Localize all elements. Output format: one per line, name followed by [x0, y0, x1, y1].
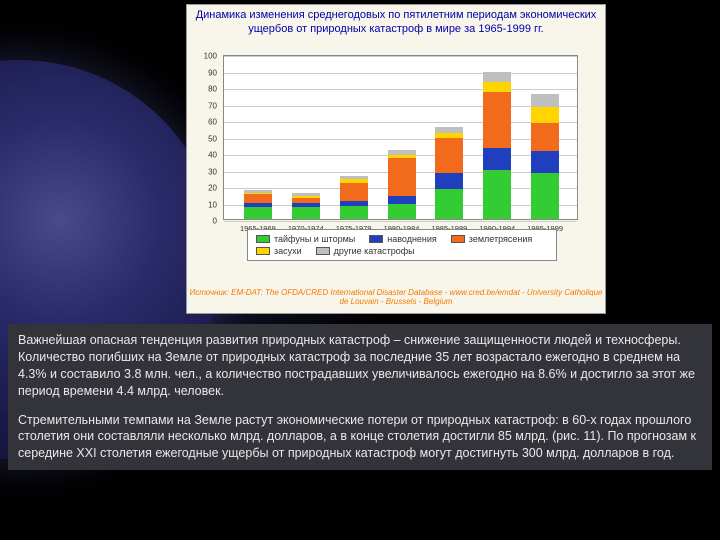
- grid-line: [224, 122, 577, 123]
- bar-segment: [483, 72, 511, 82]
- legend-swatch: [451, 235, 465, 243]
- y-tick-label: 50: [208, 134, 217, 143]
- bar-segment: [435, 127, 463, 134]
- grid-line: [224, 56, 577, 57]
- y-tick-label: 20: [208, 184, 217, 193]
- bar-segment: [340, 206, 368, 219]
- plot-area: 01020304050607080901001965-19691970-1974…: [223, 55, 578, 220]
- slide-root: Динамика изменения среднегодовых по пяти…: [0, 0, 720, 540]
- legend-label: другие катастрофы: [334, 246, 415, 256]
- paragraph-2: Стремительными темпами на Земле растут э…: [18, 412, 702, 463]
- y-tick-label: 10: [208, 200, 217, 209]
- bar-segment: [292, 198, 320, 203]
- bar-segment: [483, 82, 511, 92]
- bar-stack: [435, 127, 463, 219]
- grid-line: [224, 139, 577, 140]
- bar-segment: [531, 107, 559, 124]
- bar-segment: [292, 207, 320, 219]
- bar-segment: [531, 151, 559, 172]
- legend-label: засухи: [274, 246, 302, 256]
- chart-source: Источник: EM-DAT: The OFDA/CRED Internat…: [187, 288, 605, 307]
- legend-item: наводнения: [369, 234, 437, 244]
- bar-segment: [244, 207, 272, 219]
- bar-segment: [483, 92, 511, 148]
- bar-segment: [531, 123, 559, 151]
- legend-item: засухи: [256, 246, 302, 256]
- bar-segment: [435, 138, 463, 173]
- bar-stack: [292, 193, 320, 219]
- y-tick-label: 40: [208, 151, 217, 160]
- bar-segment: [340, 179, 368, 182]
- y-tick-label: 70: [208, 101, 217, 110]
- body-text-block: Важнейшая опасная тенденция развития при…: [8, 324, 712, 470]
- bar-segment: [483, 170, 511, 220]
- legend-swatch: [316, 247, 330, 255]
- legend: тайфуны и штормы наводнения землетрясения з…: [247, 229, 557, 261]
- bar-segment: [388, 204, 416, 219]
- y-tick-label: 100: [204, 52, 217, 61]
- bar-segment: [340, 176, 368, 179]
- legend-swatch: [256, 247, 270, 255]
- grid-line: [224, 89, 577, 90]
- bar-segment: [292, 203, 320, 208]
- bar-segment: [244, 193, 272, 195]
- legend-item: другие катастрофы: [316, 246, 415, 256]
- bar-stack: [340, 176, 368, 219]
- y-tick-label: 0: [213, 217, 217, 226]
- y-tick-label: 80: [208, 85, 217, 94]
- bar-segment: [244, 194, 272, 202]
- bar-segment: [388, 158, 416, 196]
- legend-item: тайфуны и штормы: [256, 234, 355, 244]
- grid-line: [224, 73, 577, 74]
- legend-swatch: [256, 235, 270, 243]
- bar-segment: [388, 155, 416, 158]
- grid-line: [224, 106, 577, 107]
- bar-segment: [292, 193, 320, 196]
- legend-label: тайфуны и штормы: [274, 234, 355, 244]
- bar-segment: [435, 189, 463, 219]
- bar-stack: [244, 190, 272, 219]
- bar-segment: [435, 133, 463, 138]
- chart-panel: Динамика изменения среднегодовых по пяти…: [186, 4, 606, 314]
- bar-segment: [388, 150, 416, 155]
- chart-title: Динамика изменения среднегодовых по пяти…: [187, 5, 605, 39]
- bar-segment: [340, 201, 368, 206]
- bar-segment: [388, 196, 416, 204]
- bar-stack: [388, 150, 416, 219]
- paragraph-1: Важнейшая опасная тенденция развития при…: [18, 332, 702, 400]
- legend-item: землетрясения: [451, 234, 532, 244]
- bar-segment: [244, 190, 272, 192]
- y-tick-label: 90: [208, 68, 217, 77]
- bar-segment: [340, 183, 368, 201]
- bar-segment: [244, 203, 272, 208]
- y-tick-label: 60: [208, 118, 217, 127]
- bar-segment: [435, 173, 463, 190]
- bar-stack: [531, 94, 559, 219]
- y-tick-label: 30: [208, 167, 217, 176]
- bar-stack: [483, 72, 511, 219]
- bar-segment: [483, 148, 511, 169]
- legend-label: наводнения: [387, 234, 437, 244]
- legend-label: землетрясения: [469, 234, 532, 244]
- legend-swatch: [369, 235, 383, 243]
- bar-segment: [531, 94, 559, 107]
- bar-segment: [292, 196, 320, 198]
- grid-line: [224, 221, 577, 222]
- bar-segment: [531, 173, 559, 219]
